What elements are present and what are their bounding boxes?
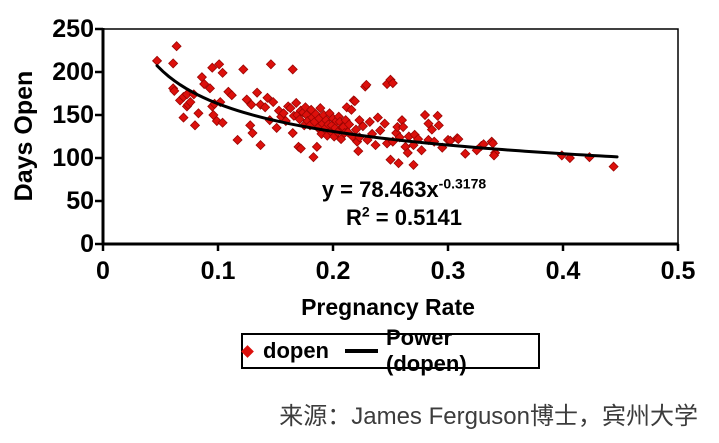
scatter-series-icon xyxy=(241,344,254,358)
scatter-point xyxy=(349,96,360,107)
y-tick-label: 200 xyxy=(52,58,94,86)
scatter-point xyxy=(419,109,431,121)
scatter-point xyxy=(151,55,163,66)
scatter-point xyxy=(226,90,237,101)
x-tick-label: 0.3 xyxy=(430,257,466,285)
y-tick-label: 250 xyxy=(52,15,94,43)
x-tick-label: 0.2 xyxy=(315,257,351,285)
scatter-point xyxy=(402,147,413,158)
scatter-point xyxy=(393,158,404,169)
scatter-point xyxy=(353,146,364,157)
scatter-point xyxy=(171,41,182,52)
scatter-point xyxy=(238,64,249,75)
r-squared-line: R2 = 0.5141 xyxy=(345,203,463,230)
scatter-point xyxy=(268,97,279,108)
scatter-point xyxy=(214,59,225,70)
scatter-point xyxy=(262,92,273,103)
scatter-point xyxy=(217,67,228,78)
legend: dopen Power (dopen) xyxy=(241,325,540,376)
trendline-equation: y = 78.463x-0.3178 R2 = 0.5141 xyxy=(244,176,564,232)
y-tick-label: 50 xyxy=(66,187,94,215)
scatter-point xyxy=(232,134,243,146)
scatter-point xyxy=(245,120,256,131)
equation-line: y = 78.463x-0.3178 xyxy=(321,175,487,202)
scatter-point xyxy=(375,125,386,136)
scatter-point xyxy=(488,150,500,161)
x-axis-title: Pregnancy Rate xyxy=(301,294,475,320)
scatter-point xyxy=(207,62,218,73)
scatter-point xyxy=(408,159,419,170)
r-squared-sup: 2 xyxy=(361,203,370,220)
scatter-point xyxy=(278,108,289,119)
scatter-point xyxy=(181,89,193,100)
scatter-point xyxy=(185,97,196,108)
scatter-point xyxy=(241,94,252,105)
x-tick-label: 0.4 xyxy=(545,257,581,285)
scatter-point xyxy=(315,103,326,114)
scatter-point xyxy=(398,121,409,133)
equation-exponent: -0.3178 xyxy=(438,175,487,192)
scatter-point xyxy=(247,127,258,139)
y-axis-title: Days Open xyxy=(10,70,38,202)
scatter-point xyxy=(608,161,619,172)
scatter-point xyxy=(246,99,257,110)
scatter-point xyxy=(294,114,305,125)
scatter-point xyxy=(168,58,179,69)
scatter-point xyxy=(260,102,271,113)
legend-label-dopen: dopen xyxy=(263,338,329,363)
scatter-point xyxy=(433,120,444,131)
scatter-point xyxy=(346,104,357,115)
scatter-point xyxy=(285,103,296,114)
scatter-point xyxy=(252,87,263,98)
y-tick-label: 100 xyxy=(52,144,94,172)
scatter-point xyxy=(344,119,355,130)
x-tick-label: 0.1 xyxy=(200,257,236,285)
y-tick-label: 0 xyxy=(80,230,94,258)
scatter-point xyxy=(308,152,319,163)
scatter-point xyxy=(432,110,443,121)
scatter-point xyxy=(199,78,210,90)
scatter-point xyxy=(287,64,298,75)
scatter-point xyxy=(364,116,375,127)
scatter-point xyxy=(453,134,464,145)
scatter-point xyxy=(370,140,381,151)
scatter-point xyxy=(287,127,298,139)
scatter-point xyxy=(387,78,398,89)
scatter-point xyxy=(189,120,201,131)
scatter-point xyxy=(204,83,216,94)
source-note: 来源：James Ferguson博士，宾州大学 xyxy=(279,403,698,430)
scatter-point xyxy=(217,117,228,128)
scatter-point xyxy=(255,140,266,151)
legend-label-power: Power (dopen) xyxy=(386,325,467,376)
scatter-point xyxy=(291,97,302,109)
scatter-point xyxy=(178,112,189,123)
trendline-series-icon xyxy=(345,349,378,353)
trendline xyxy=(155,64,619,159)
scatter-point xyxy=(357,121,368,132)
scatter-point xyxy=(265,59,276,70)
y-tick-label: 150 xyxy=(52,101,94,129)
scatter-point xyxy=(460,148,471,159)
x-tick-label: 0 xyxy=(96,257,110,285)
scatter-point xyxy=(169,85,180,96)
scatter-point xyxy=(385,154,396,165)
scatter-point xyxy=(361,79,372,90)
scatter-point xyxy=(193,108,204,119)
x-tick-label: 0.5 xyxy=(660,257,696,285)
scatter-point xyxy=(372,112,383,123)
scatter-point xyxy=(295,143,306,154)
scatter-point xyxy=(416,145,427,156)
scatter-point xyxy=(271,122,282,133)
scatter-point xyxy=(426,124,437,135)
scatter-point xyxy=(379,118,390,129)
scatter-point xyxy=(311,141,322,152)
